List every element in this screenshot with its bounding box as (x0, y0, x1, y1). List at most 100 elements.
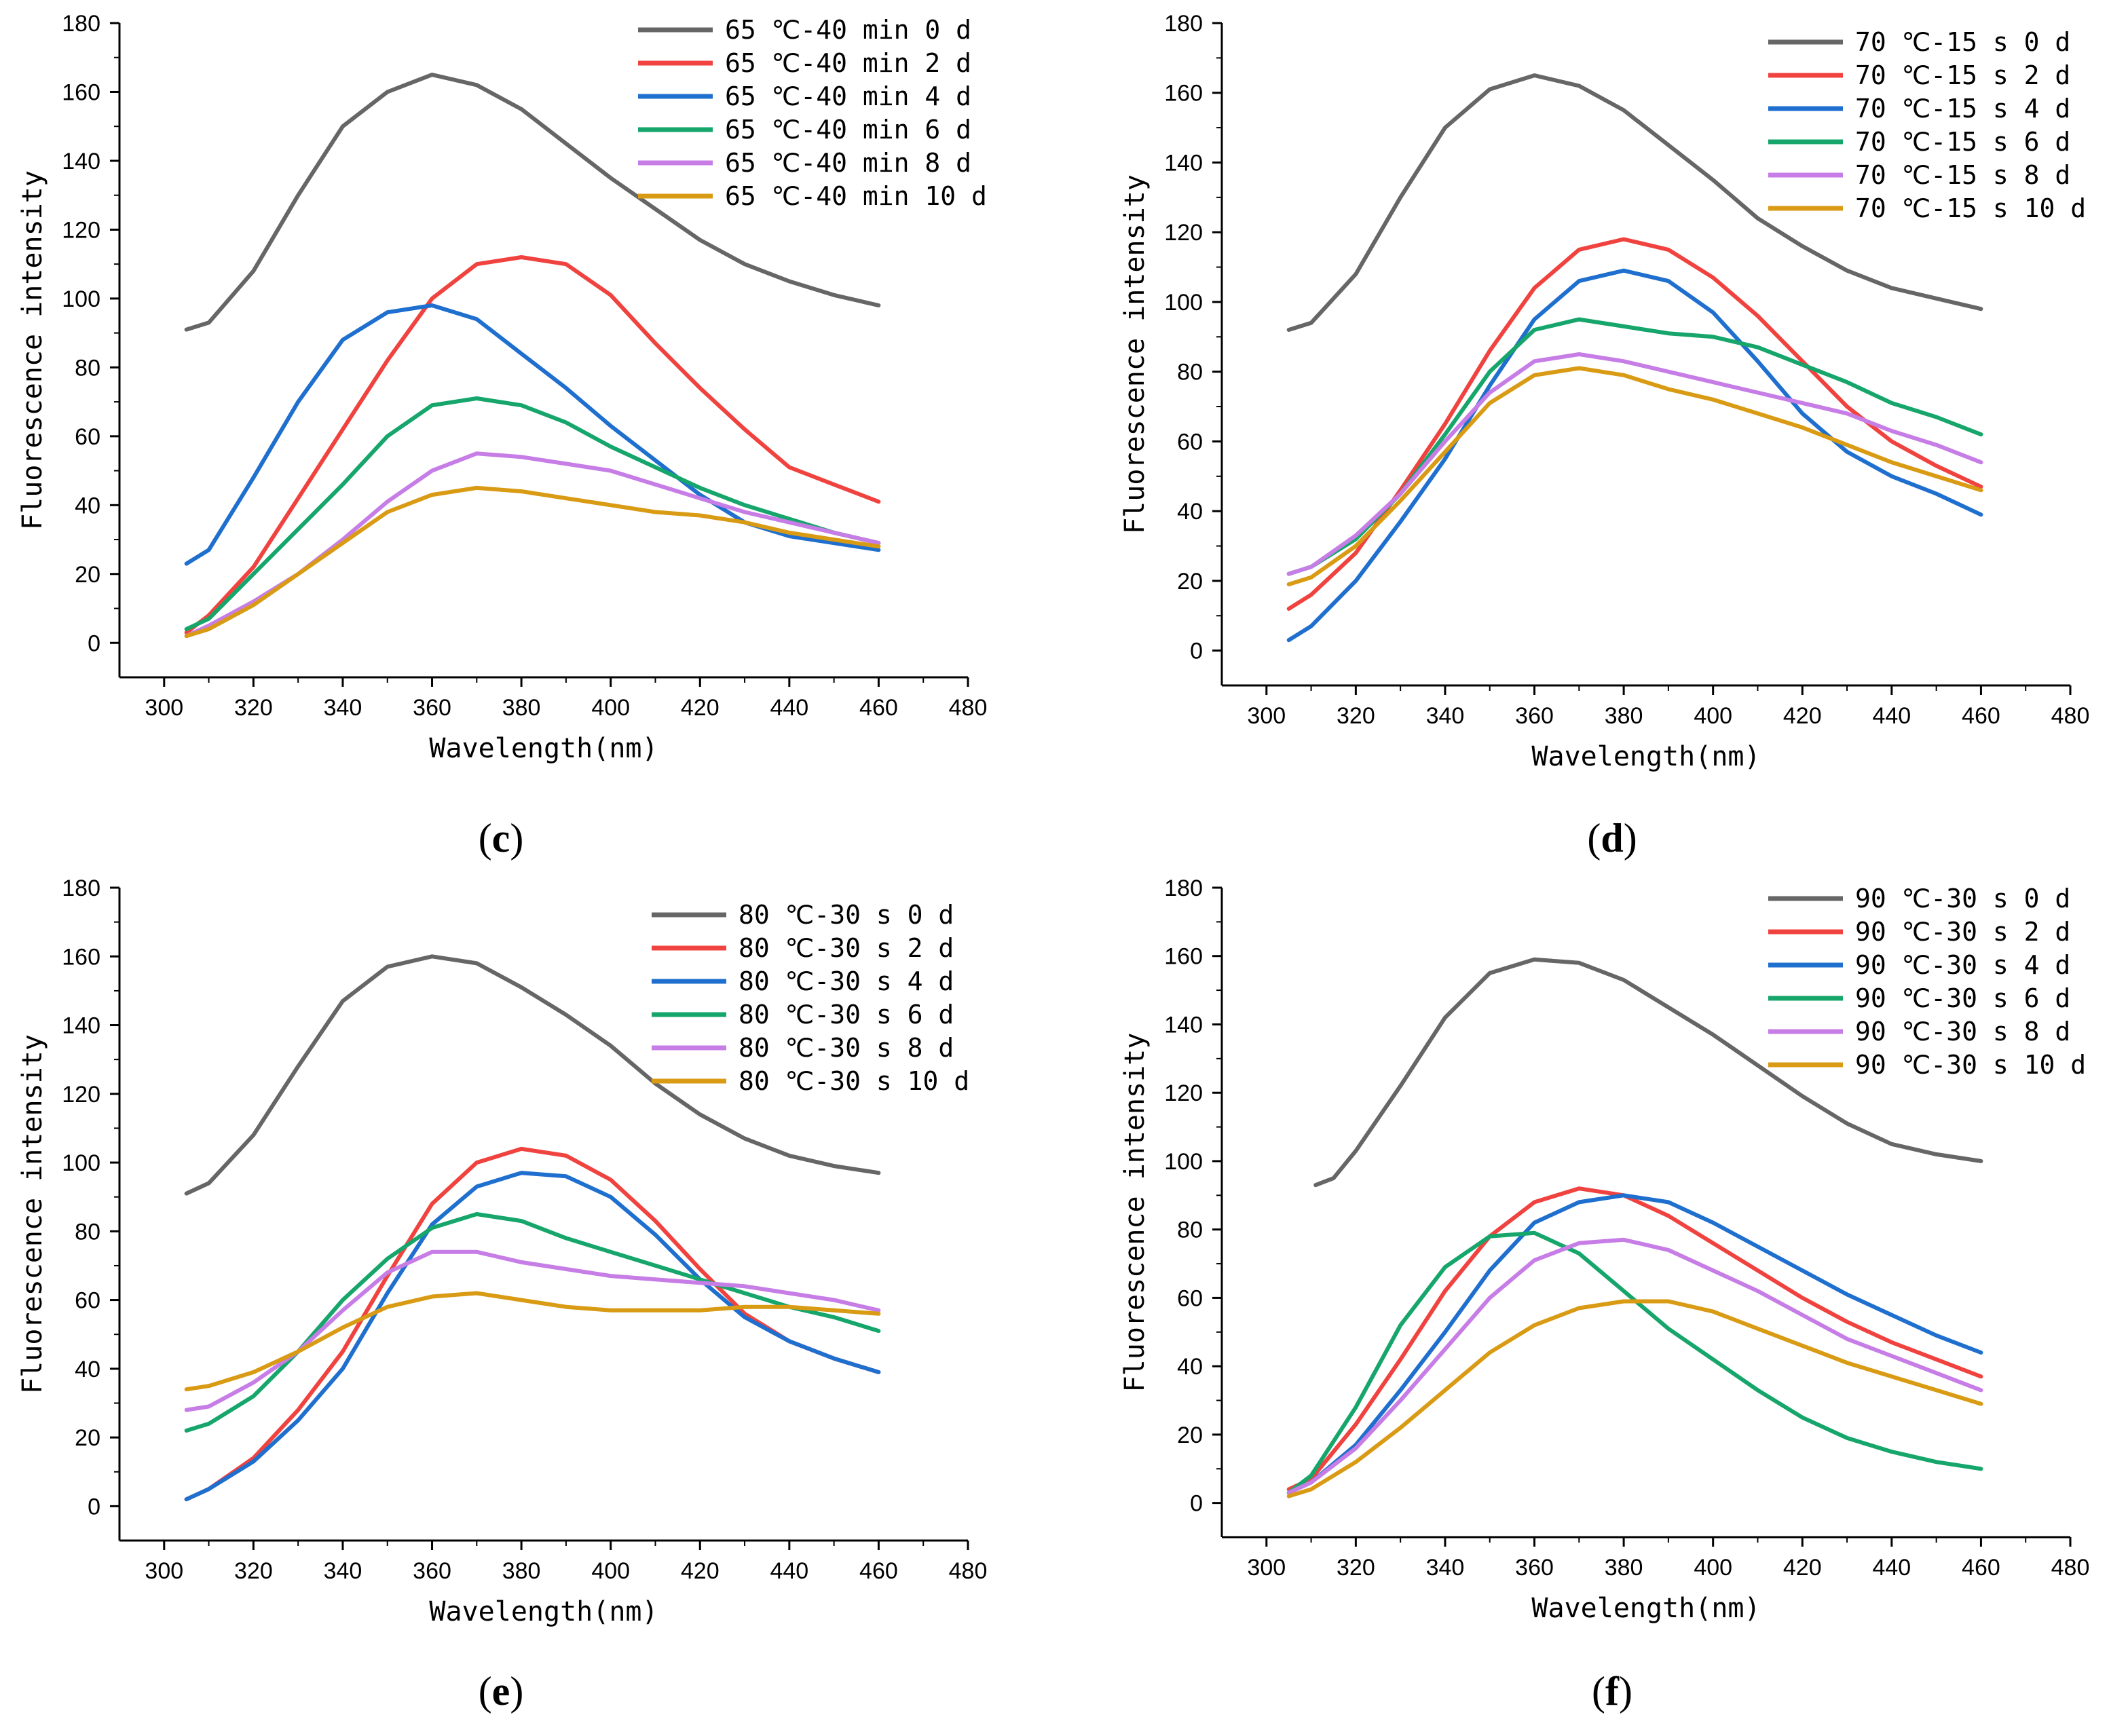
legend-label: 65 ℃-40 min 10 d (725, 181, 987, 211)
legend-label: 80 ℃-30 s 10 d (739, 1066, 969, 1096)
series-line (1286, 352, 1983, 576)
series-line (184, 485, 881, 639)
y-tick-label: 60 (75, 1288, 100, 1314)
series-line (1286, 1193, 1983, 1495)
x-tick-label: 340 (1426, 1555, 1465, 1581)
panel-label-letter: e (492, 1669, 510, 1714)
x-tick-label: 480 (949, 1558, 988, 1584)
legend: 80 ℃-30 s 0 d80 ℃-30 s 2 d80 ℃-30 s 4 d 8… (652, 900, 969, 1096)
y-tick-label: 0 (88, 1494, 100, 1520)
y-tick-label: 180 (1164, 875, 1203, 901)
legend: 70 ℃-15 s 0 d70 ℃-15 s 2 d70 ℃-15 s 4 d7… (1768, 27, 2086, 223)
x-axis-title: Wavelength(nm) (1531, 1593, 1760, 1624)
y-tick-label: 100 (62, 1150, 100, 1176)
legend-label: 70 ℃-15 s 0 d (1855, 27, 2070, 57)
x-tick-label: 480 (949, 695, 988, 721)
y-tick-label: 160 (62, 944, 100, 970)
y-tick-label: 20 (1177, 569, 1203, 595)
panel-label-open: ( (479, 1669, 492, 1714)
x-tick-label: 320 (1337, 1555, 1375, 1581)
y-tick-label: 100 (62, 286, 100, 312)
y-tick-label: 40 (75, 1357, 100, 1382)
y-tick-label: 0 (1190, 1491, 1203, 1517)
legend-label: 80 ℃-30 s 2 d (739, 933, 954, 963)
x-tick-label: 420 (1783, 1555, 1822, 1581)
x-tick-label: 440 (770, 1558, 808, 1584)
legend-label: 70 ℃-15 s 6 d (1855, 127, 2070, 157)
legend-label: 65 ℃-40 min 8 d (725, 148, 971, 178)
panel-label-close: ) (510, 1669, 523, 1714)
legend-label: 90 ℃-30 s 8 d (1855, 1017, 2070, 1046)
y-tick-label: 60 (1177, 1285, 1203, 1311)
y-tick-label: 120 (62, 1082, 100, 1108)
legend: 65 ℃-40 min 0 d65 ℃-40 min 2 d65 ℃-40 mi… (638, 15, 987, 211)
x-tick-label: 400 (591, 695, 630, 721)
y-tick-label: 40 (1177, 1354, 1203, 1380)
panel-label-open: ( (479, 816, 492, 861)
y-tick-label: 20 (75, 562, 100, 588)
panel-label-open: ( (1592, 1669, 1605, 1714)
legend-label: 70 ℃-15 s 2 d (1855, 60, 2070, 90)
x-tick-label: 420 (681, 695, 720, 721)
y-tick-label: 0 (1190, 639, 1203, 664)
y-tick-label: 0 (88, 630, 100, 656)
y-tick-label: 60 (1177, 429, 1203, 455)
panel-e: 0 20 40 60 80 100 120 140 160 180 300 320 340 360 380 4… (17, 875, 987, 1714)
series-line (1313, 957, 1983, 1188)
y-tick-label: 160 (62, 79, 100, 105)
panel-label-close: ) (1624, 816, 1637, 861)
y-tick-label: 40 (75, 493, 100, 518)
x-tick-label: 300 (145, 695, 183, 721)
y-tick-label: 100 (1164, 1149, 1203, 1175)
x-axis-title: Wavelength(nm) (429, 1596, 658, 1627)
legend-label: 80 ℃-30 s 4 d (739, 966, 954, 996)
legend-label: 65 ℃-40 min 4 d (725, 81, 971, 111)
x-tick-label: 480 (2051, 1555, 2090, 1581)
series-line (1286, 366, 1983, 586)
series-line (1286, 268, 1983, 643)
y-tick-label: 20 (75, 1425, 100, 1451)
x-tick-label: 360 (1515, 1555, 1554, 1581)
y-tick-label: 40 (1177, 499, 1203, 525)
legend: 90 ℃-30 s 0 d90 ℃-30 s 2 d90 ℃-30 s 4 d9… (1768, 884, 2086, 1080)
y-tick-label: 120 (1164, 1080, 1203, 1106)
y-tick-label: 160 (1164, 81, 1203, 107)
y-tick-label: 180 (62, 11, 100, 37)
legend-label: 70 ℃-15 s 8 d (1855, 160, 2070, 190)
x-tick-label: 340 (324, 695, 362, 721)
series-line (184, 73, 881, 332)
legend-label: 80 ℃-30 s 6 d (739, 1000, 954, 1030)
panel-label-letter: d (1601, 816, 1623, 861)
x-tick-label: 420 (681, 1558, 720, 1584)
y-tick-label: 140 (62, 149, 100, 174)
series-line (1286, 1299, 1983, 1498)
panel-d: 0 20 40 60 80 100 120 140 160 180 300 320 340 360 380 4… (1119, 11, 2089, 861)
legend-label: 90 ℃-30 s 4 d (1855, 950, 2070, 980)
series-line (184, 303, 881, 566)
legend-label: 90 ℃-30 s 10 d (1855, 1050, 2086, 1080)
y-axis-title: Fluorescence intensity (1119, 174, 1151, 534)
x-tick-label: 320 (234, 695, 273, 721)
panel-c: 0 20 40 60 80 100 120 140 160 180 300 320 340 360 380 4… (17, 11, 987, 861)
panel-label-letter: c (492, 816, 510, 861)
x-tick-label: 460 (859, 695, 898, 721)
panel-label: (e) (479, 1669, 524, 1714)
panel-label: (c) (479, 816, 524, 861)
x-tick-label: 460 (859, 1558, 898, 1584)
y-tick-label: 140 (62, 1013, 100, 1039)
x-tick-label: 300 (1247, 1555, 1286, 1581)
y-tick-label: 180 (62, 875, 100, 901)
x-tick-label: 440 (1872, 1555, 1911, 1581)
x-tick-label: 360 (413, 1558, 451, 1584)
series-line (184, 1249, 881, 1412)
series-line (184, 396, 881, 631)
x-tick-label: 480 (2051, 703, 2090, 729)
series-line (1286, 73, 1983, 332)
y-tick-label: 80 (1177, 1218, 1203, 1243)
y-tick-label: 80 (75, 355, 100, 381)
panel-label: (f) (1592, 1669, 1632, 1714)
x-tick-label: 320 (1337, 703, 1375, 729)
x-tick-label: 300 (1247, 703, 1286, 729)
y-tick-label: 140 (1164, 1012, 1203, 1038)
